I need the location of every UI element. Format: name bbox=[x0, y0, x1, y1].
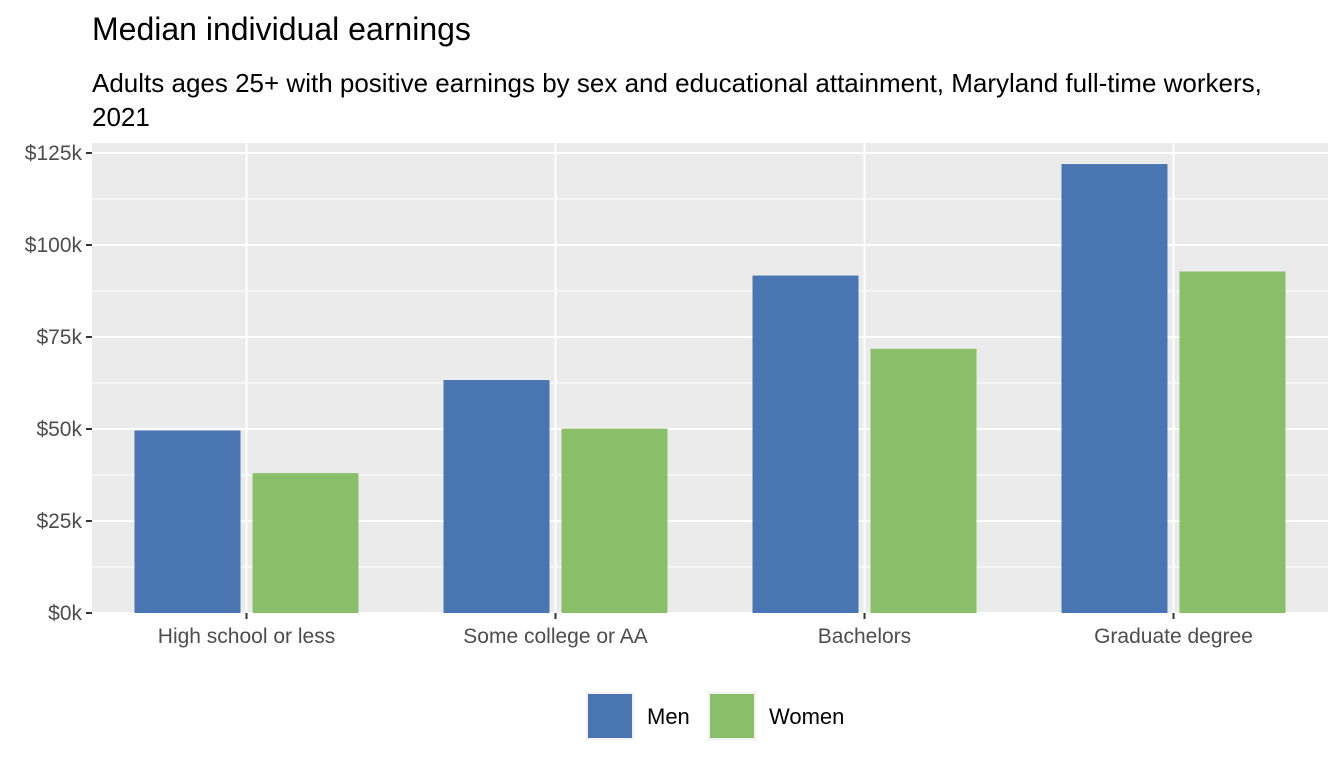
bar-men-2 bbox=[752, 275, 859, 613]
bar-women-2 bbox=[870, 348, 977, 613]
legend-label-men: Men bbox=[647, 704, 690, 729]
legend-key-men bbox=[588, 694, 632, 738]
chart-subtitle: Adults ages 25+ with positive earnings b… bbox=[92, 68, 1262, 132]
bar-women-1 bbox=[561, 428, 668, 613]
y-tick-label: $50k bbox=[36, 418, 82, 441]
bar-men-0 bbox=[134, 430, 241, 613]
x-tick-label: High school or less bbox=[158, 625, 335, 648]
chart-title: Median individual earnings bbox=[92, 11, 471, 47]
bar-men-3 bbox=[1061, 164, 1168, 614]
bars bbox=[134, 164, 1286, 614]
y-tick-label: $0k bbox=[48, 602, 82, 625]
legend: Men Women bbox=[586, 692, 844, 740]
y-axis: $0k $25k $50k $75k $100k $125k bbox=[25, 142, 92, 625]
bar-women-0 bbox=[252, 473, 359, 613]
legend-label-women: Women bbox=[769, 704, 844, 729]
y-tick-label: $125k bbox=[25, 142, 83, 165]
legend-key-women bbox=[710, 694, 754, 738]
bar-men-1 bbox=[443, 380, 550, 613]
x-tick-label: Bachelors bbox=[818, 625, 911, 648]
x-tick-label: Some college or AA bbox=[463, 625, 647, 648]
x-tick-label: Graduate degree bbox=[1094, 625, 1253, 648]
y-tick-label: $25k bbox=[36, 510, 82, 533]
x-axis: High school or less Some college or AA Bac… bbox=[158, 613, 1253, 648]
y-tick-label: $75k bbox=[36, 326, 82, 349]
y-tick-label: $100k bbox=[25, 234, 83, 257]
bar-women-3 bbox=[1179, 271, 1286, 613]
